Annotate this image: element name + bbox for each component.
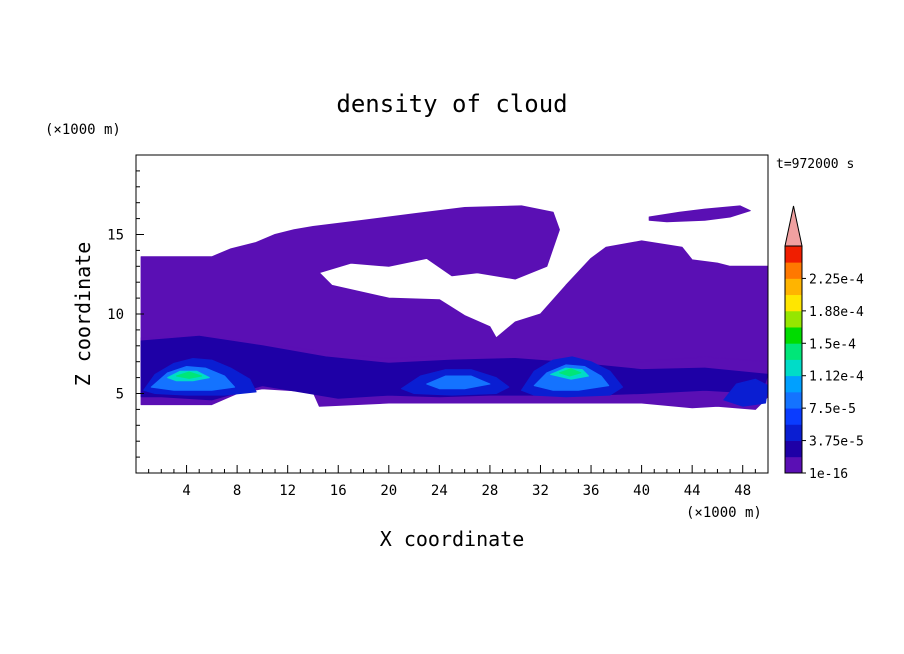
x-tick-label: 32	[532, 483, 549, 499]
x-tick-label: 16	[330, 483, 347, 499]
colorbar-swatch	[785, 391, 802, 409]
x-tick-label: 12	[279, 483, 296, 499]
colorbar-label: 1.12e-4	[809, 370, 864, 385]
time-label: t=972000 s	[776, 157, 854, 172]
colorbar-extend-triangle	[784, 205, 803, 247]
colorbar-swatch	[785, 343, 802, 360]
colorbar-label: 7.5e-5	[809, 402, 856, 417]
y-axis-ticks: 5 10 15	[107, 170, 144, 458]
colorbar-swatch	[785, 456, 802, 474]
colorbar-swatch	[785, 294, 802, 312]
contour-region-2	[648, 205, 751, 223]
y-tick-label: 5	[116, 387, 124, 403]
x-axis-ticks: 4 8 12 16 20 24 28 32 36 40 44 48	[148, 465, 756, 499]
contour-region-1	[140, 205, 769, 363]
x-tick-label: 4	[182, 483, 190, 499]
colorbar-swatch	[785, 375, 802, 393]
y-tick-label: 10	[107, 307, 124, 323]
colorbar-swatch	[785, 246, 802, 263]
colorbar-frame	[784, 245, 803, 474]
colorbar-label: 1e-16	[809, 467, 848, 482]
contour-region-14	[175, 371, 203, 379]
y-axis-label: Z coordinate	[71, 242, 95, 387]
contour-region-10	[426, 375, 491, 390]
colorbar-swatch	[785, 359, 802, 377]
colorbar-label: 1.88e-4	[809, 305, 864, 320]
x-axis-unit: (×1000 m)	[686, 505, 762, 521]
y-tick-label: 15	[107, 228, 124, 244]
colorbar-swatch	[785, 327, 802, 344]
colorbar-label: 1.5e-4	[809, 337, 856, 352]
contour-fills	[140, 205, 769, 410]
x-tick-label: 44	[684, 483, 701, 499]
colorbar-swatch	[785, 310, 802, 328]
colorbar-swatch	[785, 440, 802, 458]
colorbar: 2.25e-4 1.88e-4 1.5e-4 1.12e-4 7.5e-5 3.75e-5…	[784, 205, 864, 482]
chart-title: density of cloud	[336, 90, 567, 118]
y-axis-unit: (×1000 m)	[45, 122, 121, 138]
colorbar-label: 3.75e-5	[809, 435, 864, 450]
x-tick-label: 48	[734, 483, 751, 499]
x-tick-label: 20	[380, 483, 397, 499]
colorbar-swatch	[785, 278, 802, 296]
colorbar-swatch	[785, 424, 802, 441]
colorbar-label: 2.25e-4	[809, 272, 864, 287]
x-tick-label: 24	[431, 483, 448, 499]
contour-region-15	[558, 368, 582, 377]
x-tick-label: 8	[233, 483, 241, 499]
colorbar-swatch	[785, 262, 802, 279]
x-axis-label: X coordinate	[380, 527, 525, 551]
x-tick-label: 28	[481, 483, 498, 499]
x-tick-label: 40	[633, 483, 650, 499]
colorbar-swatch	[785, 408, 802, 425]
x-tick-label: 36	[583, 483, 600, 499]
